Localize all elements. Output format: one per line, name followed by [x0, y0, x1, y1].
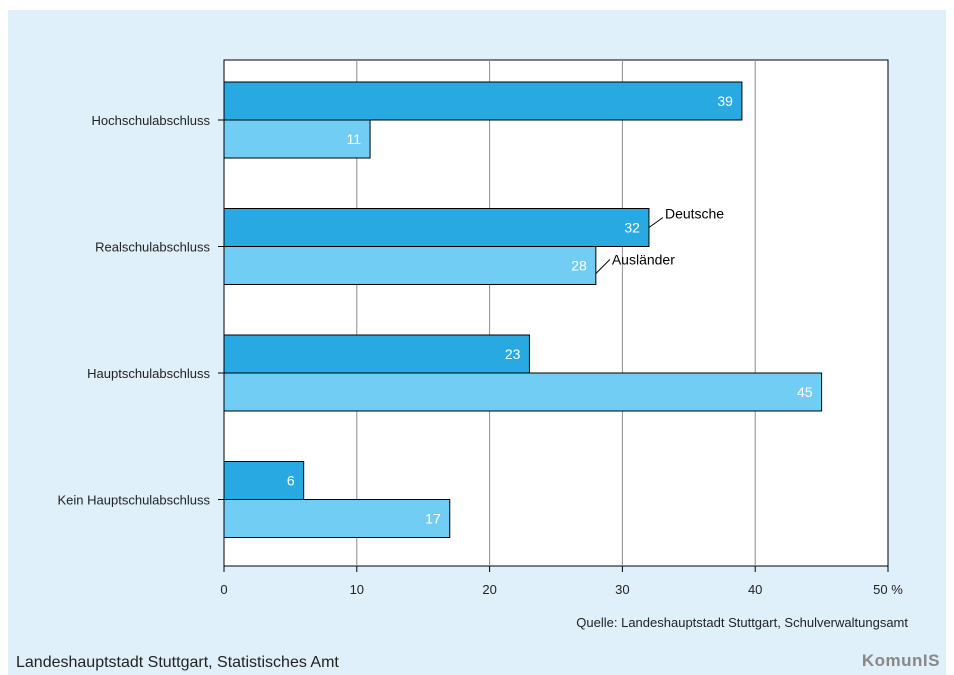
- x-tick-label: 10: [350, 582, 364, 597]
- x-tick-label: 0: [220, 582, 227, 597]
- x-tick-label: 20: [482, 582, 496, 597]
- annotation-leader: [648, 217, 664, 228]
- bar: [223, 372, 823, 412]
- bar: [223, 499, 451, 538]
- category-label: Hochschulabschluss: [91, 113, 210, 128]
- annotation-leader: [595, 259, 611, 274]
- data-label: 32: [624, 220, 640, 236]
- series-annotation: Deutsche: [665, 206, 724, 222]
- bar: [223, 461, 305, 500]
- footer-publisher: Landeshauptstadt Stuttgart, Statistische…: [16, 654, 339, 671]
- data-label: 11: [347, 131, 362, 147]
- data-label: 45: [797, 384, 813, 400]
- x-tick-label: 40: [748, 582, 762, 597]
- series-annotation: Ausländer: [612, 252, 675, 268]
- data-label: 17: [425, 511, 441, 527]
- x-tick-label: 30: [615, 582, 629, 597]
- bar: [223, 334, 530, 374]
- data-label: 39: [717, 93, 733, 109]
- category-label: Kein Hauptschulabschluss: [58, 493, 211, 508]
- category-label: Hauptschulabschluss: [87, 366, 210, 381]
- x-tick-label: 50 %: [873, 582, 903, 597]
- data-label: 28: [571, 258, 587, 274]
- komunis-logo: KomunIS: [861, 651, 940, 670]
- data-label: 6: [287, 473, 295, 489]
- bar: [223, 81, 743, 121]
- bar: [223, 119, 371, 159]
- bar: [223, 208, 650, 247]
- bar: [223, 246, 597, 285]
- data-label: 23: [505, 346, 521, 362]
- category-label: Realschulabschluss: [95, 240, 210, 255]
- source-note: Quelle: Landeshauptstadt Stuttgart, Schu…: [576, 615, 908, 630]
